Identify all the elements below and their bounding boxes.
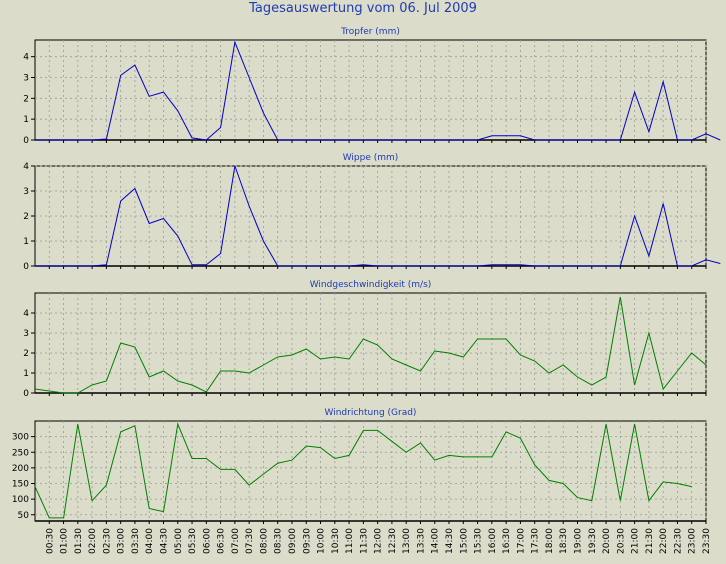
y-tick-label: 2 xyxy=(23,212,29,222)
y-tick-label: 0 xyxy=(23,389,29,399)
x-tick-label: 04:30 xyxy=(159,528,169,554)
x-tick-label: 15:00 xyxy=(459,528,469,554)
plot-frame xyxy=(34,292,707,394)
x-tick-label: 18:30 xyxy=(559,528,569,554)
x-tick-label: 09:00 xyxy=(288,528,298,554)
x-tick-label: 11:30 xyxy=(359,528,369,554)
x-tick-label: 01:30 xyxy=(74,528,84,554)
x-tick-label: 00:30 xyxy=(45,528,55,554)
y-tick-label: 150 xyxy=(12,480,29,490)
y-tick-label: 2 xyxy=(23,94,29,104)
y-tick-label: 4 xyxy=(23,162,29,172)
plot-frame xyxy=(34,420,707,522)
series-line xyxy=(35,165,721,267)
series-line xyxy=(35,40,721,141)
x-tick-label: 18:00 xyxy=(545,528,555,554)
x-tick-label: 08:30 xyxy=(274,528,284,554)
y-tick-label: 50 xyxy=(18,511,30,521)
x-tick-label: 06:00 xyxy=(202,528,212,554)
x-tick-label: 05:30 xyxy=(188,528,198,554)
x-tick-label: 06:30 xyxy=(217,528,227,554)
x-tick-label: 17:00 xyxy=(516,528,526,554)
x-tick-label: 01:00 xyxy=(60,528,70,554)
y-tick-label: 4 xyxy=(23,309,29,319)
y-tick-label: 250 xyxy=(12,448,29,458)
x-tick-label: 19:30 xyxy=(588,528,598,554)
x-tick-label: 10:00 xyxy=(317,528,327,554)
x-tick-label: 23:00 xyxy=(688,528,698,554)
x-tick-label: 14:30 xyxy=(445,528,455,554)
x-tick-label: 03:30 xyxy=(131,528,141,554)
series-line xyxy=(34,422,692,519)
x-tick-label: 21:00 xyxy=(631,528,641,554)
panel-1: Tropfer (mm) 0 1 2 3 4 xyxy=(23,27,721,146)
x-tick-label: 09:30 xyxy=(302,528,312,554)
panel-3: Windgeschwindigkeit (m/s) 0 1 2 3 4 xyxy=(23,280,707,399)
y-tick-label: 100 xyxy=(12,495,29,505)
y-tick-label: 200 xyxy=(12,464,29,474)
x-tick-label: 12:30 xyxy=(388,528,398,554)
x-tick-label: 19:00 xyxy=(574,528,584,554)
x-tick-label: 05:00 xyxy=(174,528,184,554)
x-tick-label: 17:30 xyxy=(531,528,541,554)
y-tick-label: 3 xyxy=(23,329,29,339)
x-tick-label: 14:00 xyxy=(431,528,441,554)
panel-title: Wippe (mm) xyxy=(343,153,399,163)
x-tick-label: 23:30 xyxy=(702,528,712,554)
x-tick-label: 10:30 xyxy=(331,528,341,554)
x-tick-label: 11:00 xyxy=(345,528,355,554)
x-tick-label: 16:30 xyxy=(502,528,512,554)
x-tick-label: 12:00 xyxy=(374,528,384,554)
y-tick-label: 1 xyxy=(23,369,29,379)
page-title: Tagesauswertung vom 06. Jul 2009 xyxy=(249,1,477,16)
x-tick-label: 20:00 xyxy=(602,528,612,554)
panel-title: Windrichtung (Grad) xyxy=(325,408,417,418)
x-tick-label: 20:30 xyxy=(616,528,626,554)
panel-4: Windrichtung (Grad) 50 100 150 200 250 300 xyxy=(12,408,707,524)
x-tick-label: 21:30 xyxy=(645,528,655,554)
panel-title: Windgeschwindigkeit (m/s) xyxy=(310,280,432,290)
y-tick-label: 1 xyxy=(23,115,29,125)
y-tick-label: 3 xyxy=(23,74,29,84)
panel-title: Tropfer (mm) xyxy=(340,27,400,37)
x-tick-label: 15:30 xyxy=(474,528,484,554)
y-tick-label: 0 xyxy=(23,262,29,272)
y-tick-label: 3 xyxy=(23,187,29,197)
x-tick-label: 13:30 xyxy=(416,528,426,554)
y-tick-label: 0 xyxy=(23,136,29,146)
x-tick-label: 08:00 xyxy=(259,528,269,554)
panel-2: Wippe (mm) 0 1 2 3 4 xyxy=(23,153,721,272)
x-tick-label: 16:00 xyxy=(488,528,498,554)
x-tick-label: 07:30 xyxy=(245,528,255,554)
x-tick-label: 22:30 xyxy=(673,528,683,554)
plot-frame xyxy=(34,39,707,141)
x-tick-label: 02:00 xyxy=(88,528,98,554)
x-tick-label: 07:00 xyxy=(231,528,241,554)
x-tick-label: 03:00 xyxy=(117,528,127,554)
y-tick-label: 1 xyxy=(23,237,29,247)
x-tick-label: 13:00 xyxy=(402,528,412,554)
y-tick-label: 4 xyxy=(23,53,29,63)
x-axis-labels: 00:30 01:00 01:30 02:00 02:30 03:00 03:30 04:00… xyxy=(45,528,712,554)
y-tick-label: 300 xyxy=(12,433,29,443)
x-tick-label: 02:30 xyxy=(102,528,112,554)
series-line xyxy=(34,296,707,394)
x-tick-label: 04:00 xyxy=(145,528,155,554)
y-tick-label: 2 xyxy=(23,349,29,359)
x-tick-label: 22:00 xyxy=(659,528,669,554)
